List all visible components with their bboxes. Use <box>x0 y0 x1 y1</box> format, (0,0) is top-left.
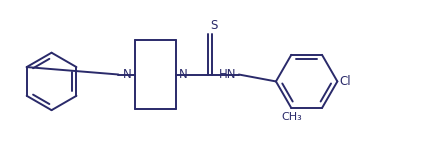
Text: N: N <box>179 68 187 81</box>
Text: S: S <box>210 19 217 32</box>
Text: CH₃: CH₃ <box>280 112 301 122</box>
Text: HN: HN <box>219 68 236 81</box>
Text: Cl: Cl <box>339 75 351 88</box>
Text: N: N <box>123 68 132 81</box>
